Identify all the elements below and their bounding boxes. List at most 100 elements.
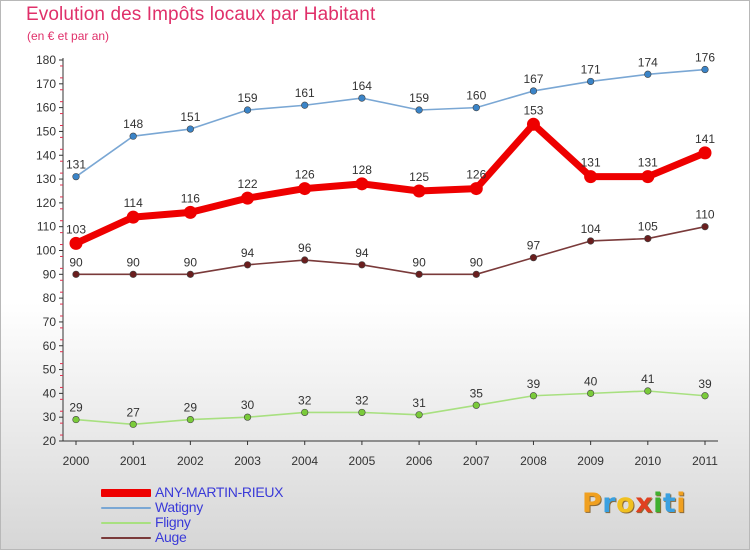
data-label-any-martin-rieux: 116 [181,191,200,205]
legend-swatch [101,522,151,524]
data-point-any-martin-rieux [183,205,197,219]
data-label-auge: 96 [298,241,312,255]
x-tick-label: 2008 [520,454,547,468]
data-point-watigny [243,106,252,114]
x-tick-label: 2004 [291,454,318,468]
data-label-fligny: 35 [470,386,484,400]
data-point-fligny [587,389,595,397]
data-point-watigny [529,87,538,95]
data-label-auge: 90 [470,255,484,269]
data-label-watigny: 161 [295,86,315,100]
y-tick-label: 90 [43,267,57,281]
data-point-auge [472,270,480,278]
y-tick-label: 160 [36,101,56,115]
data-point-any-martin-rieux [641,170,655,184]
y-tick-label: 120 [36,196,56,210]
legend-label: Auge [155,529,187,545]
data-point-watigny [644,70,652,78]
data-point-auge [301,256,309,264]
data-label-watigny: 176 [695,51,715,65]
data-point-any-martin-rieux [69,236,83,250]
data-label-fligny: 30 [241,398,255,412]
data-label-fligny: 32 [355,393,369,407]
data-point-auge [644,234,652,243]
data-point-any-martin-rieux [526,117,540,131]
data-point-watigny [301,101,309,109]
data-point-auge [186,270,194,278]
data-point-fligny [701,392,709,400]
data-point-auge [701,223,709,231]
y-tick-label: 180 [36,53,56,67]
data-point-watigny [472,104,480,112]
data-point-watigny [587,77,595,86]
y-tick-label: 140 [36,148,56,162]
data-label-fligny: 39 [698,377,712,391]
data-label-watigny: 159 [409,91,429,105]
legend-swatch [101,507,151,509]
y-tick-label: 20 [43,434,57,448]
data-point-auge [243,261,252,269]
data-label-fligny: 41 [641,372,655,386]
data-point-auge [529,254,538,262]
chart-title: Evolution des Impôts locaux par Habitant [26,4,376,25]
data-point-any-martin-rieux [355,177,369,191]
data-point-fligny [415,411,423,419]
logo-letter: i [676,488,687,519]
data-label-watigny: 131 [66,158,86,172]
legend-swatch [101,489,151,497]
data-label-watigny: 164 [352,79,372,93]
logo-letter: P [582,488,603,519]
x-tick-label: 2007 [463,454,490,468]
logo-letter: i [653,488,663,519]
data-label-fligny: 27 [127,405,141,419]
data-point-watigny [72,173,80,181]
data-label-any-martin-rieux: 126 [295,168,315,182]
x-tick-label: 2003 [234,454,261,468]
data-point-auge [72,270,80,278]
y-tick-label: 40 [43,386,57,400]
data-label-any-martin-rieux: 131 [581,156,601,170]
data-point-any-martin-rieux [298,182,312,196]
data-label-watigny: 174 [638,55,658,69]
data-label-fligny: 32 [298,393,312,407]
y-tick-label: 150 [36,124,56,138]
data-point-fligny [529,392,538,400]
legend-label: ANY-MARTIN-RIEUX [155,484,284,500]
data-label-any-martin-rieux: 122 [238,177,258,191]
data-point-fligny [72,415,80,424]
chart-subtitle: (en € et par an) [27,29,110,43]
data-point-fligny [644,387,652,395]
data-point-fligny [472,401,480,409]
x-tick-label: 2009 [577,454,604,468]
series-line-watigny [75,68,706,178]
data-label-auge: 90 [412,255,426,269]
series-line-any-martin-rieux [72,120,709,247]
data-label-any-martin-rieux: 126 [466,168,486,182]
data-label-watigny: 160 [466,89,486,103]
data-label-auge: 90 [69,255,83,269]
logo-letter: o [616,488,636,519]
data-label-any-martin-rieux: 103 [66,222,86,236]
data-label-watigny: 167 [523,72,543,86]
series-line-auge [75,225,706,276]
data-label-auge: 94 [355,246,369,260]
data-point-auge [358,261,366,269]
proxiti-logo: Proxiti [582,488,686,519]
x-tick-label: 2000 [63,454,90,468]
data-label-any-martin-rieux: 153 [523,103,543,117]
data-label-any-martin-rieux: 125 [409,170,429,184]
y-tick-label: 50 [43,363,57,377]
logo-letter: x [635,488,654,519]
data-point-any-martin-rieux [469,182,483,196]
legend-label: Fligny [155,514,191,530]
data-point-any-martin-rieux [241,191,255,205]
data-point-any-martin-rieux [584,170,598,184]
legend-swatch [101,537,151,539]
logo-letter: t [662,488,677,519]
data-point-watigny [415,106,423,114]
data-point-watigny [358,94,366,102]
data-label-auge: 90 [127,255,141,269]
logo-letter: r [602,488,617,519]
legend-label: Watigny [155,499,203,515]
data-point-fligny [358,408,366,417]
